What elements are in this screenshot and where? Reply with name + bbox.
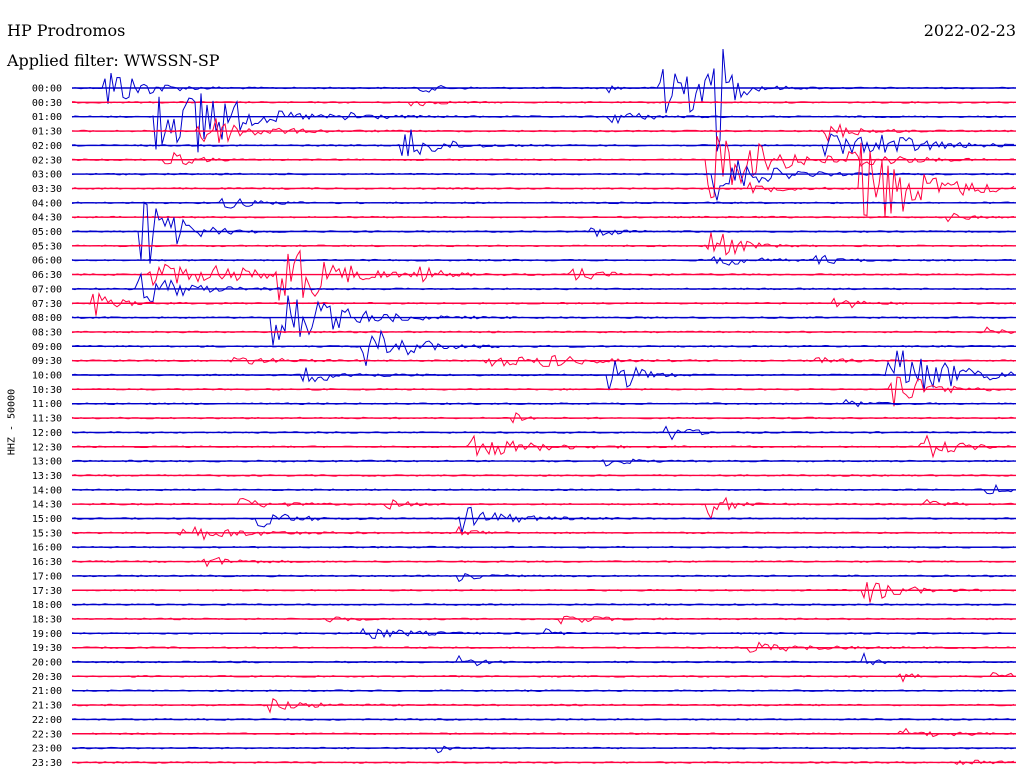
time-label: 22:00 xyxy=(32,715,62,726)
time-label: 11:30 xyxy=(32,414,62,425)
date-label: 2022-02-23 xyxy=(923,21,1016,40)
time-label: 03:30 xyxy=(32,184,62,195)
time-label: 22:30 xyxy=(32,729,62,740)
time-label: 16:30 xyxy=(32,557,62,568)
trace-line xyxy=(71,249,1015,301)
time-label: 06:30 xyxy=(32,270,62,281)
time-label: 01:00 xyxy=(32,112,62,123)
trace-line xyxy=(71,129,1014,158)
time-label: 04:00 xyxy=(32,198,62,209)
time-label: 17:00 xyxy=(32,571,62,582)
time-label: 16:00 xyxy=(32,543,62,554)
time-label: 23:30 xyxy=(32,758,62,769)
time-label: 15:00 xyxy=(32,514,62,525)
time-label: 02:00 xyxy=(32,141,62,152)
time-label: 03:00 xyxy=(32,170,62,181)
trace-line xyxy=(71,496,1015,520)
time-label: 17:30 xyxy=(32,586,62,597)
time-label: 07:00 xyxy=(32,284,62,295)
time-label: 10:30 xyxy=(32,385,62,396)
time-label: 05:30 xyxy=(32,241,62,252)
time-label: 20:00 xyxy=(32,658,62,669)
trace-line xyxy=(71,745,1015,754)
trace-line xyxy=(71,572,1015,583)
trace-line xyxy=(71,651,1015,667)
time-label: 19:00 xyxy=(32,629,62,640)
trace-line xyxy=(71,232,1015,256)
time-label: 09:30 xyxy=(32,356,62,367)
trace-line xyxy=(71,458,1015,467)
trace-line xyxy=(71,350,1015,392)
time-label: 11:00 xyxy=(32,399,62,410)
time-label: 07:30 xyxy=(32,299,62,310)
time-label: 20:30 xyxy=(32,672,62,683)
trace-line xyxy=(71,615,1015,625)
trace-line xyxy=(71,160,1015,201)
time-label: 08:30 xyxy=(32,327,62,338)
trace-line xyxy=(71,376,1015,407)
time-label: 13:30 xyxy=(32,471,62,482)
time-label: 08:00 xyxy=(32,313,62,324)
time-label: 05:00 xyxy=(32,227,62,238)
trace-line xyxy=(71,582,1015,603)
time-label: 12:30 xyxy=(32,442,62,453)
time-label: 23:00 xyxy=(32,744,62,755)
filter-label: Applied filter: WWSSN-SP xyxy=(7,51,220,70)
time-label: 14:00 xyxy=(32,485,62,496)
time-label: 00:30 xyxy=(32,98,62,109)
time-label: 09:00 xyxy=(32,342,62,353)
trace-line xyxy=(71,292,1015,316)
time-label: 13:00 xyxy=(32,457,62,468)
trace-line xyxy=(71,48,1015,152)
trace-line xyxy=(71,272,1015,303)
time-label: 14:30 xyxy=(32,500,62,511)
time-label: 21:30 xyxy=(32,701,62,712)
time-label: 04:30 xyxy=(32,213,62,224)
time-label: 21:00 xyxy=(32,686,62,697)
station-title: HP Prodromos xyxy=(7,21,126,40)
time-label: 15:30 xyxy=(32,528,62,539)
time-label: 01:30 xyxy=(32,127,62,138)
time-label: 18:00 xyxy=(32,600,62,611)
time-label: 19:30 xyxy=(32,643,62,654)
trace-line xyxy=(71,727,1015,738)
time-label: 10:00 xyxy=(32,371,62,382)
trace-line xyxy=(71,202,1014,264)
time-label: 18:30 xyxy=(32,614,62,625)
time-label: 06:00 xyxy=(32,256,62,267)
time-label: 12:00 xyxy=(32,428,62,439)
trace-line xyxy=(71,142,1015,218)
trace-line xyxy=(71,506,1015,533)
time-label: 00:00 xyxy=(32,84,62,95)
time-label: 02:30 xyxy=(32,155,62,166)
